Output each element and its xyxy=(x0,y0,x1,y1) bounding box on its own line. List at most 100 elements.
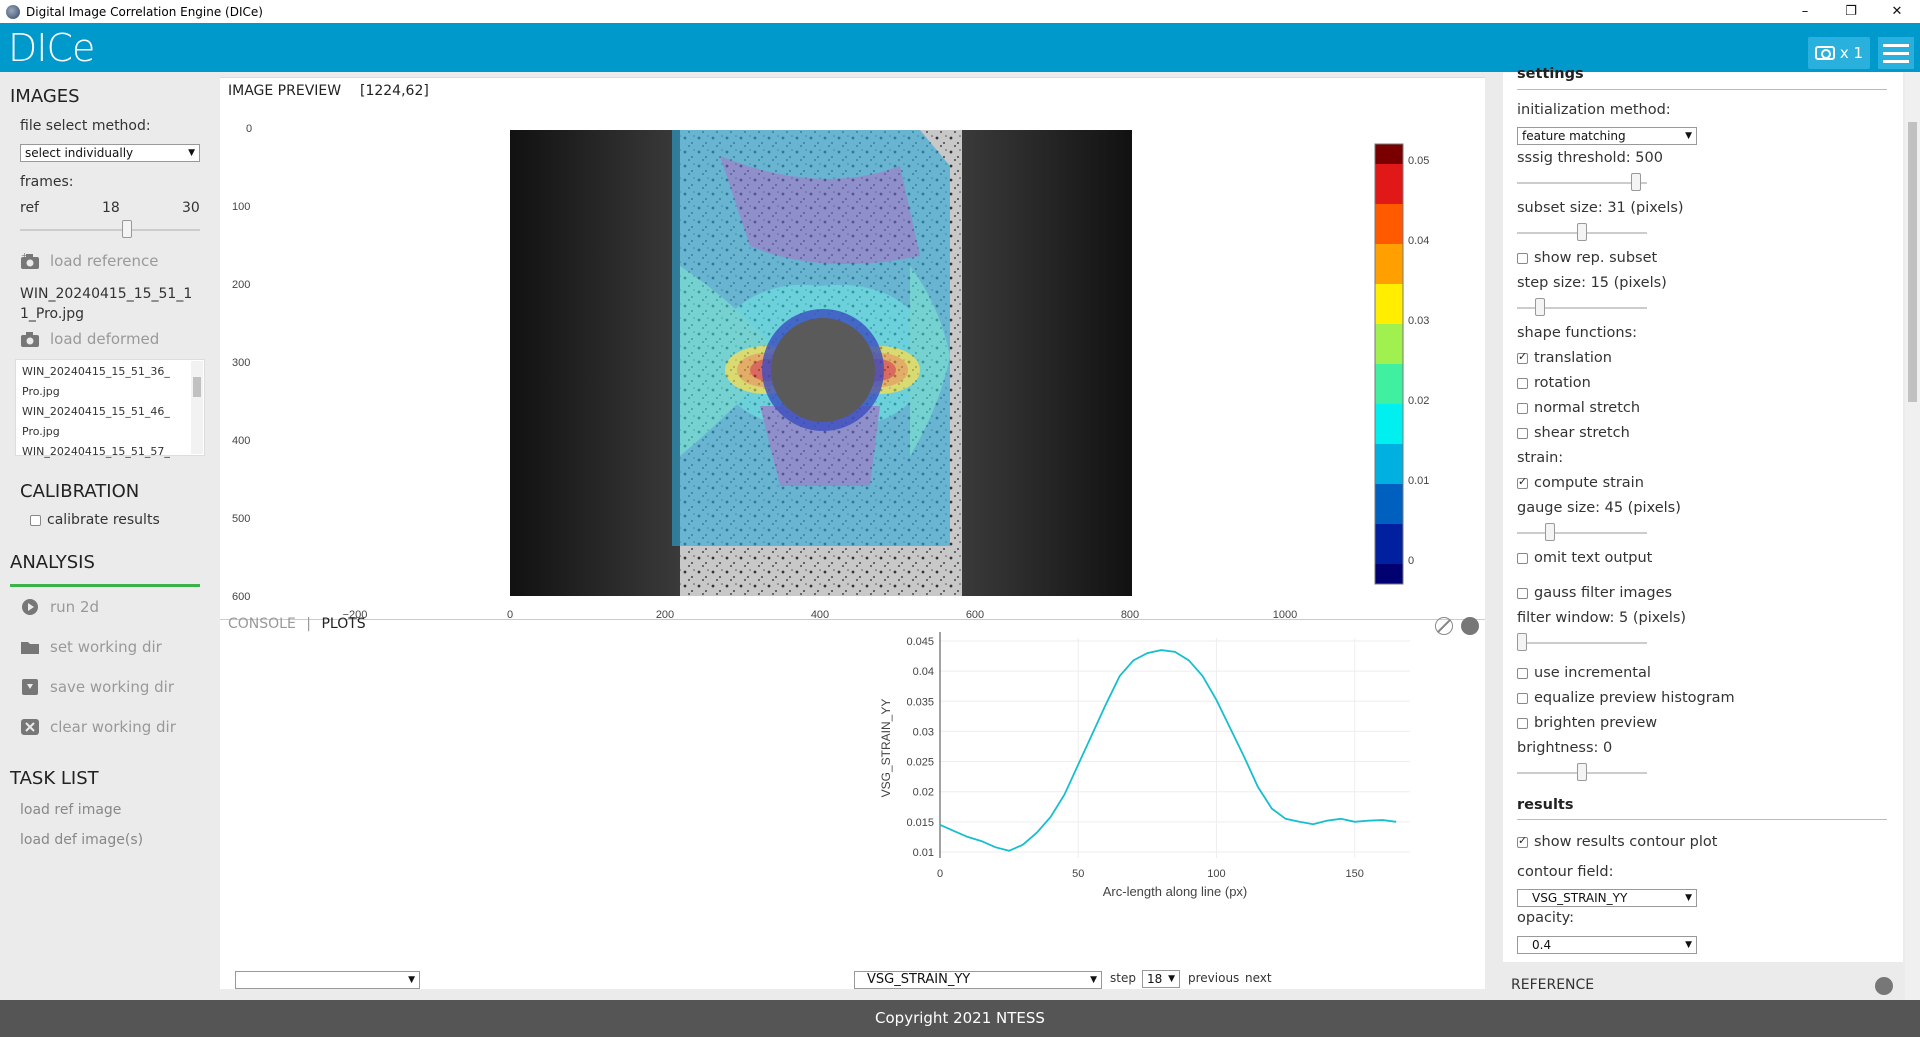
file-select-dropdown[interactable]: select individually ▼ xyxy=(20,144,200,162)
save-working-dir-button[interactable]: save working dir xyxy=(20,678,174,696)
show-rep-subset-option[interactable]: show rep. subset xyxy=(1517,250,1657,266)
show-contour-checkbox[interactable] xyxy=(1517,834,1528,848)
x-tick-label: 50 xyxy=(1072,868,1084,880)
list-item[interactable]: WIN_20240415_15_51_46_ xyxy=(22,405,170,418)
sssig-slider-thumb[interactable] xyxy=(1631,173,1641,191)
camera-count: x 1 xyxy=(1839,44,1864,62)
step-slider-track xyxy=(1517,307,1647,309)
step-slider-thumb[interactable] xyxy=(1535,298,1545,316)
list-scrollbar[interactable] xyxy=(191,361,203,454)
rotation-checkbox[interactable] xyxy=(1517,377,1528,389)
window-titlebar: Digital Image Correlation Engine (DICe) … xyxy=(0,0,1920,23)
list-item[interactable]: Pro.jpg xyxy=(22,385,60,398)
hamburger-menu-button[interactable] xyxy=(1878,37,1914,69)
load-deformed-button[interactable]: load deformed xyxy=(20,330,159,348)
expand-icon[interactable] xyxy=(1875,977,1893,995)
list-item[interactable]: WIN_20240415_15_51_36_ xyxy=(22,365,170,378)
opacity-dropdown[interactable]: 0.4 ▼ xyxy=(1517,936,1697,954)
tab-console[interactable]: CONSOLE xyxy=(228,616,296,632)
equalize-histogram-checkbox[interactable] xyxy=(1517,692,1528,704)
minimize-button[interactable]: – xyxy=(1801,4,1809,19)
image-preview-panel: IMAGE PREVIEW [1224,62] 0 100 200 300 40… xyxy=(220,77,1485,620)
plot-field-dropdown[interactable]: VSG_STRAIN_YY ▼ xyxy=(854,971,1102,989)
app-header: DICe x 1 xyxy=(0,23,1920,72)
calibrate-results-checkbox[interactable] xyxy=(30,514,41,526)
shear-stretch-option[interactable]: shear stretch xyxy=(1517,425,1630,441)
shape-functions-label: shape functions: xyxy=(1517,325,1638,341)
image-preview-plot[interactable]: 0 100 200 300 400 500 600 −200 0 200 400… xyxy=(220,106,1485,620)
colorbar-tick-label: 0.03 xyxy=(1408,315,1429,327)
results-title: results xyxy=(1517,797,1574,813)
plot-tick-labels: 0.01 0.015 0.02 0.025 0.03 0.035 0.04 0.045 0 50 1… xyxy=(906,636,1363,880)
omit-text-output-option[interactable]: omit text output xyxy=(1517,550,1652,566)
clear-working-dir-button[interactable]: clear working dir xyxy=(20,718,176,736)
use-incremental-checkbox[interactable] xyxy=(1517,667,1528,679)
image-preview-title: IMAGE PREVIEW xyxy=(228,83,342,99)
maximize-button[interactable]: ❐ xyxy=(1845,4,1857,19)
gauss-filter-checkbox[interactable] xyxy=(1517,587,1528,599)
subset-slider-thumb[interactable] xyxy=(1577,223,1587,241)
compute-strain-checkbox[interactable] xyxy=(1517,475,1528,489)
clear-plot-icon[interactable] xyxy=(1435,617,1453,635)
filter-slider-thumb[interactable] xyxy=(1517,633,1527,651)
right-scrollbar-thumb[interactable] xyxy=(1908,122,1917,402)
translation-checkbox[interactable] xyxy=(1517,350,1528,364)
y-tick-label: 0.04 xyxy=(913,666,934,678)
info-icon[interactable] xyxy=(1461,617,1479,635)
next-button[interactable]: next xyxy=(1245,971,1272,985)
y-tick-label: 0.015 xyxy=(906,817,934,829)
omit-text-output-checkbox[interactable] xyxy=(1517,552,1528,564)
frames-slider-thumb[interactable] xyxy=(122,220,132,238)
brighten-preview-checkbox[interactable] xyxy=(1517,717,1528,729)
normal-stretch-option[interactable]: normal stretch xyxy=(1517,400,1640,416)
show-rep-subset-checkbox[interactable] xyxy=(1517,252,1528,264)
left-sidebar: IMAGES file select method: select indivi… xyxy=(0,72,210,1000)
reference-panel-header[interactable]: REFERENCE xyxy=(1503,972,1903,1000)
plot-source-dropdown[interactable]: ▼ xyxy=(235,971,420,989)
brightness-slider-thumb[interactable] xyxy=(1577,763,1587,781)
save-working-dir-label: save working dir xyxy=(50,678,174,696)
plot-field-value: VSG_STRAIN_YY xyxy=(867,972,971,987)
tab-plots[interactable]: PLOTS xyxy=(321,616,366,632)
step-value: 18 xyxy=(1147,972,1163,986)
init-method-dropdown[interactable]: feature matching ▼ xyxy=(1517,127,1697,145)
load-reference-button[interactable]: + load reference xyxy=(20,251,158,270)
shear-stretch-checkbox[interactable] xyxy=(1517,427,1528,439)
calibrate-results-option[interactable]: calibrate results xyxy=(30,512,160,528)
gauge-slider-thumb[interactable] xyxy=(1544,523,1555,541)
compute-strain-option[interactable]: compute strain xyxy=(1517,475,1644,491)
task-item: load ref image xyxy=(20,802,122,818)
contour-field-value: VSG_STRAIN_YY xyxy=(1532,891,1628,905)
gauge-size-label: gauge size: 45 (pixels) xyxy=(1517,500,1681,516)
brighten-preview-option[interactable]: brighten preview xyxy=(1517,715,1657,731)
analysis-section-title: ANALYSIS xyxy=(10,552,95,573)
list-item[interactable]: Pro.jpg xyxy=(22,425,60,438)
show-contour-option[interactable]: show results contour plot xyxy=(1517,834,1717,850)
clear-icon xyxy=(20,718,40,736)
frames-current: 18 xyxy=(102,200,120,216)
normal-stretch-checkbox[interactable] xyxy=(1517,402,1528,414)
set-working-dir-button[interactable]: set working dir xyxy=(20,638,162,656)
gauss-filter-option[interactable]: gauss filter images xyxy=(1517,585,1672,601)
right-scrollbar[interactable] xyxy=(1905,72,1920,1000)
strain-line-plot[interactable]: 0.01 0.015 0.02 0.025 0.03 0.035 0.04 0.045 0 50 1… xyxy=(850,620,1450,960)
list-scrollbar-thumb[interactable] xyxy=(193,377,201,397)
step-dropdown[interactable]: 18 ▼ xyxy=(1142,970,1180,988)
run-2d-button[interactable]: run 2d xyxy=(20,598,99,616)
translation-option[interactable]: translation xyxy=(1517,350,1612,366)
contour-field-dropdown[interactable]: VSG_STRAIN_YY ▼ xyxy=(1517,889,1697,907)
camera-button[interactable]: x 1 xyxy=(1808,37,1870,69)
use-incremental-option[interactable]: use incremental xyxy=(1517,665,1651,681)
chevron-down-icon: ▼ xyxy=(1168,974,1175,984)
list-item[interactable]: WIN_20240415_15_51_57_ xyxy=(22,445,170,458)
chevron-down-icon: ▼ xyxy=(1685,893,1692,903)
deformed-file-list[interactable]: WIN_20240415_15_51_36_ Pro.jpg WIN_20240… xyxy=(15,359,205,458)
equalize-histogram-option[interactable]: equalize preview histogram xyxy=(1517,690,1735,706)
init-method-label: initialization method: xyxy=(1517,102,1671,118)
shear-stretch-label: shear stretch xyxy=(1534,425,1630,441)
right-sidebar: settings initialization method: feature … xyxy=(1503,66,1920,1000)
close-button[interactable]: ✕ xyxy=(1891,4,1903,19)
previous-button[interactable]: previous xyxy=(1188,971,1240,985)
rotation-option[interactable]: rotation xyxy=(1517,375,1591,391)
lower-tabs: CONSOLE | PLOTS xyxy=(228,616,366,632)
